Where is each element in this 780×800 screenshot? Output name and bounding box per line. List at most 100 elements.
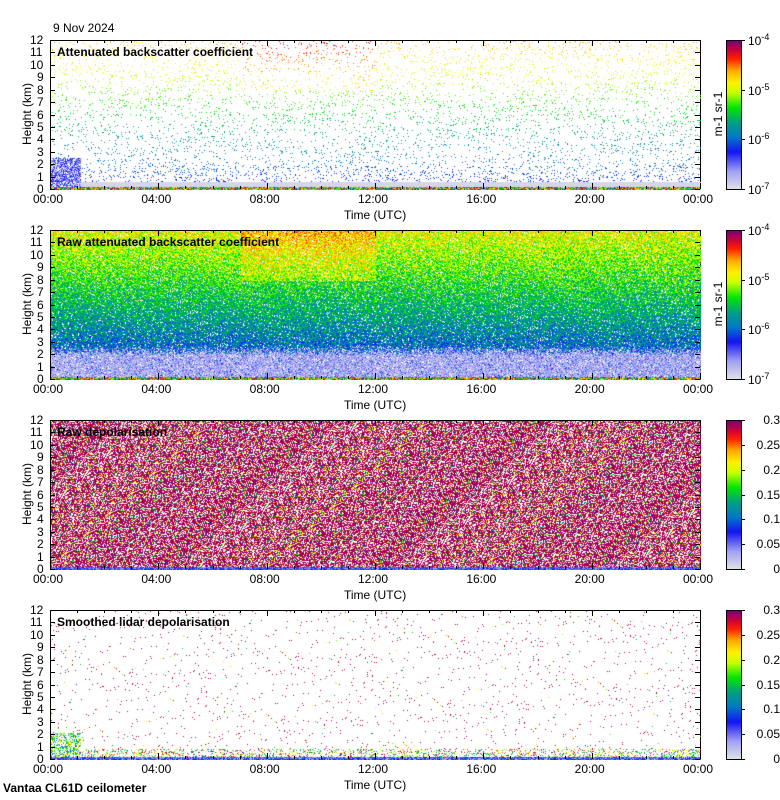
- colorbar-tick-label: 10-6: [748, 131, 769, 147]
- x-tick-label: 00:00: [33, 382, 64, 396]
- x-tick-mark: [131, 566, 133, 569]
- x-tick-mark: [158, 40, 160, 46]
- x-tick-mark: [402, 610, 404, 613]
- x-tick-mark: [429, 610, 431, 613]
- x-tick-mark: [293, 420, 295, 423]
- x-tick-label: 08:00: [249, 382, 280, 396]
- heatmap-panel-4: Smoothed lidar depolarisation: [50, 610, 701, 760]
- x-tick-mark: [483, 183, 485, 189]
- y-tick-mark: [695, 494, 700, 496]
- x-tick-mark: [320, 230, 322, 233]
- y-tick-mark: [695, 52, 700, 54]
- y-tick-label: 1: [37, 169, 44, 184]
- y-tick-mark: [50, 519, 55, 521]
- y-tick-mark: [695, 316, 700, 318]
- x-tick-mark: [700, 40, 701, 46]
- x-tick-mark: [131, 186, 133, 189]
- x-tick-mark: [77, 756, 79, 759]
- y-tick-mark: [50, 279, 55, 281]
- x-tick-mark: [320, 756, 322, 759]
- x-tick-mark: [239, 566, 241, 569]
- x-tick-mark: [645, 756, 647, 759]
- y-tick-mark: [50, 230, 55, 231]
- x-tick-mark: [320, 186, 322, 189]
- x-tick-mark: [456, 566, 458, 569]
- y-tick-mark: [695, 482, 700, 484]
- x-tick-mark: [591, 183, 593, 189]
- x-tick-mark: [375, 753, 376, 759]
- x-tick-label: 12:00: [358, 192, 389, 206]
- x-tick-mark: [591, 420, 593, 426]
- y-tick-label: 2: [37, 537, 44, 552]
- y-tick-label: 7: [37, 475, 44, 490]
- y-tick-mark: [695, 709, 700, 711]
- x-tick-mark: [131, 40, 133, 43]
- x-tick-mark: [50, 753, 51, 759]
- heatmap-canvas: [51, 611, 701, 760]
- x-tick-mark: [293, 186, 295, 189]
- colorbar: [726, 610, 742, 760]
- x-tick-mark: [77, 376, 79, 379]
- colorbar-tick-mark: [742, 230, 745, 231]
- x-tick-mark: [618, 376, 620, 379]
- tick-base: 10: [748, 183, 762, 197]
- x-tick-mark: [672, 756, 674, 759]
- y-tick-mark: [695, 114, 700, 116]
- x-tick-mark: [158, 610, 160, 616]
- x-tick-mark: [591, 753, 593, 759]
- x-tick-mark: [266, 230, 268, 236]
- x-tick-mark: [320, 566, 322, 569]
- heatmap-canvas: [51, 231, 701, 380]
- x-tick-label: 00:00: [33, 192, 64, 206]
- x-tick-mark: [185, 230, 187, 233]
- y-tick-label: 10: [30, 57, 44, 72]
- x-tick-mark: [347, 420, 349, 423]
- x-tick-mark: [700, 373, 701, 379]
- x-tick-mark: [131, 376, 133, 379]
- y-tick-mark: [50, 354, 55, 356]
- x-tick-mark: [672, 566, 674, 569]
- y-tick-mark: [695, 457, 700, 459]
- x-tick-mark: [77, 420, 79, 423]
- x-tick-mark: [104, 756, 106, 759]
- y-tick-mark: [695, 230, 700, 231]
- x-tick-mark: [239, 420, 241, 423]
- y-tick-mark: [695, 254, 700, 256]
- colorbar-tick-mark: [742, 709, 745, 711]
- x-tick-mark: [564, 376, 566, 379]
- x-tick-label: 00:00: [683, 572, 714, 586]
- tick-base: 10: [748, 34, 762, 48]
- y-tick-label: 4: [37, 702, 44, 717]
- x-tick-mark: [185, 40, 187, 43]
- tick-base: 10: [748, 83, 762, 98]
- x-tick-mark: [483, 420, 485, 426]
- y-tick-label: 6: [37, 297, 44, 312]
- x-tick-mark: [347, 610, 349, 613]
- tick-base: 10: [748, 323, 762, 338]
- panel-title: Raw depolarisation: [57, 425, 168, 439]
- x-tick-mark: [591, 40, 593, 46]
- x-tick-mark: [293, 566, 295, 569]
- x-tick-mark: [375, 610, 376, 616]
- x-tick-label: 20:00: [574, 382, 605, 396]
- y-tick-mark: [695, 420, 700, 421]
- x-tick-mark: [510, 756, 512, 759]
- x-tick-mark: [293, 756, 295, 759]
- x-tick-mark: [537, 420, 539, 423]
- y-tick-mark: [50, 267, 55, 269]
- colorbar-tick-mark: [742, 279, 745, 281]
- y-tick-label: 1: [37, 739, 44, 754]
- x-tick-mark: [429, 230, 431, 233]
- x-axis-label: Time (UTC): [344, 398, 407, 412]
- x-tick-mark: [104, 376, 106, 379]
- y-tick-label: 6: [37, 677, 44, 692]
- x-tick-label: 16:00: [466, 192, 497, 206]
- x-axis-label: Time (UTC): [344, 208, 407, 222]
- colorbar-tick-mark: [742, 519, 745, 521]
- x-tick-mark: [239, 230, 241, 233]
- colorbar-tick-mark: [742, 139, 745, 141]
- colorbar-tick-label: 0.2: [763, 462, 780, 477]
- x-tick-mark: [618, 610, 620, 613]
- x-tick-mark: [564, 610, 566, 613]
- x-tick-label: 20:00: [574, 762, 605, 776]
